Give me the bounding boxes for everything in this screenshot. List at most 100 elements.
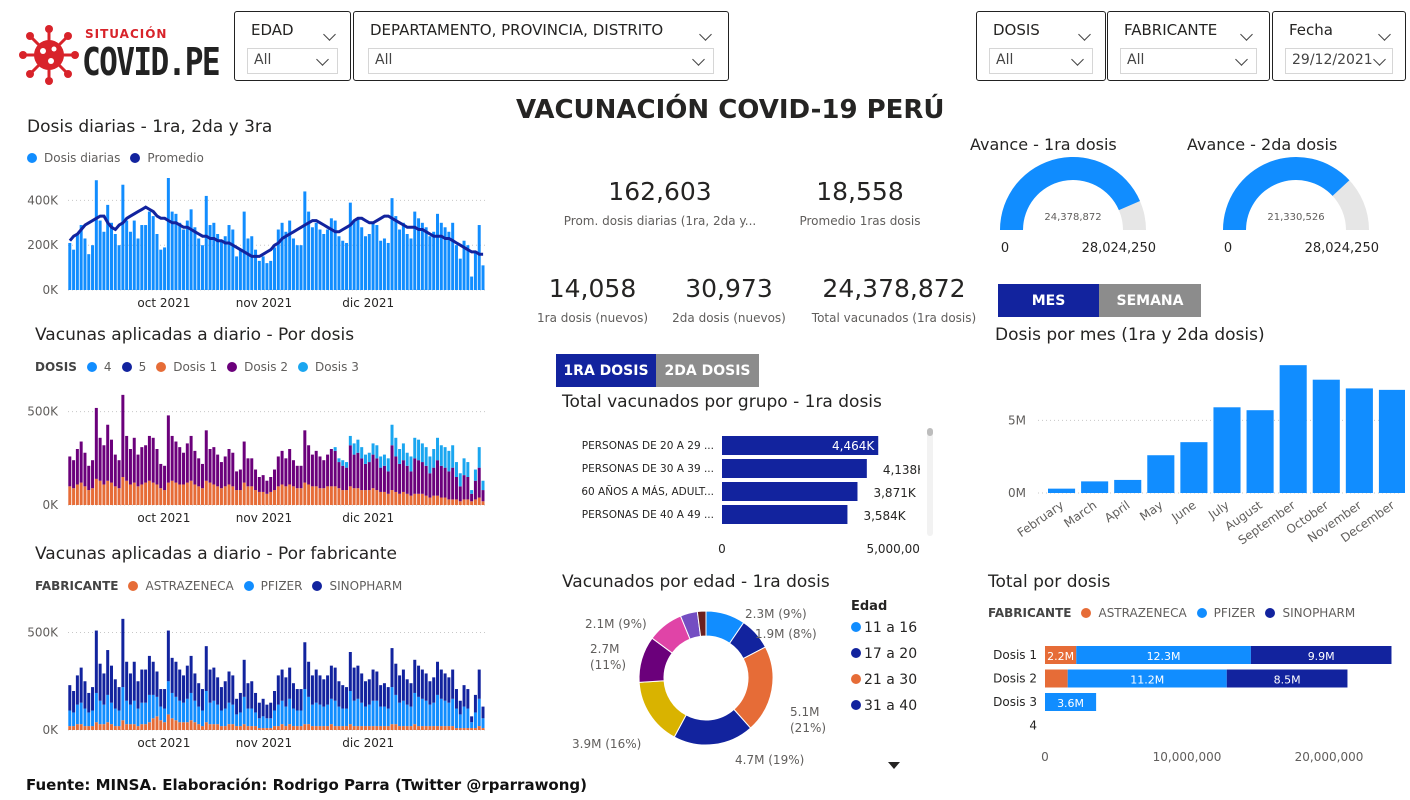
chevron-down-icon[interactable] bbox=[1378, 28, 1391, 41]
bar bbox=[144, 482, 148, 505]
bar bbox=[216, 234, 220, 290]
slicer-fabricante-dropdown[interactable]: All bbox=[1120, 48, 1257, 74]
chart-por-dosis: 0K 500K oct 2021 nov 2021 dic 2021 bbox=[27, 394, 485, 525]
x-tick-label: April bbox=[1102, 498, 1133, 525]
bar bbox=[94, 407, 98, 479]
bar bbox=[147, 694, 151, 723]
bar bbox=[193, 484, 197, 505]
bar bbox=[1226, 669, 1348, 688]
slicer-region[interactable]: DEPARTAMENTO, PROVINCIA, DISTRITO All bbox=[353, 11, 729, 81]
bar bbox=[371, 488, 375, 505]
bar bbox=[345, 708, 349, 727]
bar bbox=[345, 242, 349, 290]
bar bbox=[189, 480, 193, 505]
bar bbox=[280, 484, 284, 505]
bar bbox=[242, 696, 246, 725]
bar bbox=[212, 667, 216, 701]
bar bbox=[473, 499, 477, 505]
bar bbox=[170, 718, 174, 730]
bar bbox=[390, 424, 394, 446]
slicer-dosis-label: DOSIS bbox=[993, 21, 1040, 39]
bar bbox=[276, 486, 280, 505]
toggle-2da-dosis[interactable]: 2DA DOSIS bbox=[656, 354, 759, 387]
bar bbox=[390, 445, 394, 491]
bar bbox=[193, 722, 197, 730]
bar bbox=[178, 722, 182, 730]
bar bbox=[462, 499, 466, 505]
bar bbox=[462, 475, 466, 500]
bar bbox=[125, 435, 129, 481]
toggle-semana[interactable]: SEMANA bbox=[1099, 284, 1201, 317]
bar bbox=[451, 698, 455, 727]
bar bbox=[144, 702, 148, 725]
bar bbox=[219, 710, 223, 727]
bar bbox=[473, 469, 477, 481]
scrollbar-track[interactable] bbox=[927, 428, 933, 536]
toggle-mes[interactable]: MES bbox=[998, 284, 1099, 317]
bar bbox=[337, 706, 341, 727]
bar bbox=[451, 467, 455, 500]
bar bbox=[447, 726, 451, 730]
slicer-edad[interactable]: EDAD All bbox=[234, 11, 351, 81]
bar bbox=[428, 456, 432, 474]
slicer-dosis-dropdown[interactable]: All bbox=[989, 48, 1093, 74]
data-label: 8.5M bbox=[1274, 674, 1301, 687]
bar bbox=[197, 724, 201, 730]
slicer-fabricante[interactable]: FABRICANTE All bbox=[1107, 11, 1270, 81]
gauge-value: 21,330,526 bbox=[1267, 212, 1324, 223]
bar bbox=[390, 687, 394, 725]
bar bbox=[303, 191, 307, 290]
x-tick-label: oct 2021 bbox=[137, 511, 190, 525]
bar bbox=[394, 663, 398, 695]
bar bbox=[83, 708, 87, 727]
chevron-down-icon[interactable] bbox=[323, 28, 336, 41]
slicer-edad-dropdown[interactable]: All bbox=[247, 48, 338, 74]
bar bbox=[299, 726, 303, 730]
chevron-down-icon[interactable] bbox=[699, 28, 712, 41]
bar bbox=[345, 462, 349, 468]
bar bbox=[401, 700, 405, 727]
bar bbox=[136, 486, 140, 505]
scrollbar-thumb[interactable] bbox=[927, 428, 933, 436]
bar bbox=[329, 486, 333, 505]
legend-dot bbox=[1196, 608, 1207, 618]
bar bbox=[371, 669, 375, 701]
legend-item: PFIZER bbox=[260, 579, 303, 593]
bar bbox=[159, 488, 163, 505]
bar bbox=[337, 726, 341, 730]
bar bbox=[432, 677, 436, 703]
bar bbox=[151, 482, 155, 505]
data-label: 4,464K bbox=[832, 439, 875, 453]
chevron-down-icon[interactable] bbox=[1078, 28, 1091, 41]
slicer-fecha-dropdown[interactable]: 29/12/2021 bbox=[1285, 48, 1393, 74]
bar bbox=[447, 450, 451, 472]
legend-scroll-down-icon[interactable] bbox=[888, 762, 900, 769]
bar bbox=[98, 437, 102, 481]
bar bbox=[375, 225, 379, 290]
chevron-down-icon[interactable] bbox=[1240, 28, 1253, 41]
bar bbox=[360, 726, 364, 730]
bar bbox=[174, 482, 178, 505]
bar bbox=[401, 460, 405, 492]
slicer-region-dropdown[interactable]: All bbox=[368, 48, 714, 74]
bar bbox=[1067, 669, 1227, 688]
slicer-dosis[interactable]: DOSIS All bbox=[976, 11, 1106, 81]
bar bbox=[98, 724, 102, 730]
slicer-edad-value: All bbox=[254, 52, 272, 68]
x-tick-label: nov 2021 bbox=[236, 511, 292, 525]
bar bbox=[235, 256, 239, 290]
bar bbox=[83, 726, 87, 730]
bar bbox=[375, 671, 379, 701]
bar bbox=[79, 225, 83, 290]
bar bbox=[322, 706, 326, 727]
kpi-value: 162,603 bbox=[608, 177, 712, 206]
bar bbox=[398, 726, 402, 730]
slicer-fecha[interactable]: Fecha 29/12/2021 bbox=[1272, 11, 1406, 81]
bar bbox=[341, 726, 345, 730]
bar bbox=[295, 689, 299, 711]
gauge-min: 0 bbox=[1224, 241, 1232, 256]
bar bbox=[1045, 669, 1068, 688]
toggle-1ra-dosis[interactable]: 1RA DOSIS bbox=[556, 354, 656, 387]
bar bbox=[242, 659, 246, 697]
bar bbox=[269, 260, 273, 290]
